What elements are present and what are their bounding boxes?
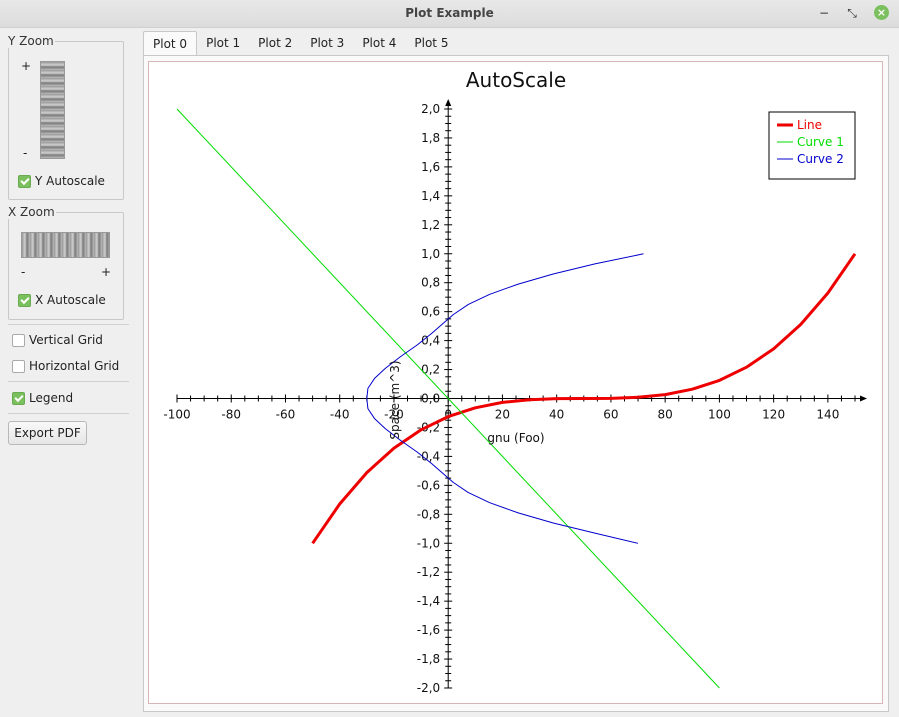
- plot-canvas[interactable]: AutoScale -100 -80 -60 -40 -20 0 20 40 60 80 100 12…: [148, 61, 883, 704]
- horizontal-grid-checkbox[interactable]: Horizontal Grid: [12, 359, 119, 373]
- close-icon[interactable]: ×: [874, 5, 889, 20]
- tab-plot-1[interactable]: Plot 1: [206, 36, 241, 50]
- x-tick-label: 100: [708, 408, 731, 422]
- y-tick-label: 2,0: [421, 102, 440, 116]
- y-zoom-group: [8, 41, 124, 200]
- y-zoom-minus-label: -: [23, 146, 28, 160]
- tab-plot-0[interactable]: Plot 0: [143, 31, 198, 56]
- y-tick-label: -1,8: [417, 652, 440, 666]
- x-zoom-minus-label: -: [21, 265, 26, 279]
- x-tick-label: -100: [163, 408, 190, 422]
- maximize-icon[interactable]: ⤡: [847, 6, 857, 20]
- y-tick-label: 0,4: [421, 334, 440, 348]
- y-zoom-title: Y Zoom: [7, 34, 55, 48]
- y-tick-label: 0,8: [421, 276, 440, 290]
- x-axis-label: gnu (Foo): [487, 431, 544, 445]
- y-axis-label: Space (m^3): [388, 360, 402, 439]
- window-titlebar[interactable]: Plot Example − ⤡ ×: [0, 0, 899, 28]
- legend-entry: Curve 2: [797, 152, 844, 166]
- x-autoscale-label: X Autoscale: [35, 293, 106, 307]
- y-tick-label: -1,0: [417, 536, 440, 550]
- y-zoom-wheel[interactable]: [40, 61, 65, 159]
- legend[interactable]: Line Curve 1 Curve 2: [768, 111, 856, 180]
- x-tick-label: 60: [603, 408, 618, 422]
- series-curve-2: [366, 253, 644, 544]
- vertical-grid-check-icon: [12, 333, 25, 347]
- legend-checkbox[interactable]: Legend: [12, 391, 73, 405]
- y-tick-label: 0,6: [421, 305, 440, 319]
- x-autoscale-check-icon: [18, 293, 31, 307]
- series-curve-1: [176, 108, 720, 689]
- vertical-grid-checkbox[interactable]: Vertical Grid: [12, 333, 103, 347]
- x-autoscale-checkbox[interactable]: X Autoscale: [18, 293, 106, 307]
- x-tick-label: -20: [384, 408, 404, 422]
- x-axis-arrow-icon: [860, 395, 867, 402]
- tab-plot-3[interactable]: Plot 3: [310, 36, 345, 50]
- x-zoom-title: X Zoom: [7, 205, 56, 219]
- y-tick-label: 0,0: [421, 392, 440, 406]
- y-tick-label: -0,6: [417, 478, 440, 492]
- y-tick-label: -1,6: [417, 623, 440, 637]
- series-layer: [176, 108, 857, 689]
- x-zoom-group: [8, 212, 124, 320]
- y-tick-label: -2,0: [417, 681, 440, 695]
- sidebar-divider: [8, 413, 129, 414]
- y-tick-label: -1,4: [417, 594, 440, 608]
- x-zoom-wheel[interactable]: [21, 232, 110, 258]
- y-tick-label: 1,4: [421, 189, 440, 203]
- x-tick-label: -40: [330, 408, 350, 422]
- sidebar-divider: [8, 381, 129, 382]
- x-tick-label: 80: [658, 408, 673, 422]
- legend-entry: Line: [797, 118, 822, 132]
- tab-plot-2[interactable]: Plot 2: [258, 36, 293, 50]
- legend-label: Legend: [29, 391, 74, 405]
- vertical-grid-label: Vertical Grid: [29, 333, 103, 347]
- chart-title: AutoScale: [466, 68, 566, 92]
- x-tick-label: 20: [495, 408, 510, 422]
- plot-tabs: Plot 0 Plot 1 Plot 2 Plot 3 Plot 4 Plot …: [143, 31, 457, 56]
- y-tick-label: 1,8: [421, 131, 440, 145]
- horizontal-grid-label: Horizontal Grid: [29, 359, 120, 373]
- legend-check-icon: [12, 391, 25, 405]
- x-tick-label: 0: [444, 408, 452, 422]
- tab-plot-4[interactable]: Plot 4: [362, 36, 397, 50]
- window-title: Plot Example: [405, 6, 494, 20]
- export-pdf-button[interactable]: Export PDF: [8, 421, 87, 445]
- x-tick-label: 40: [549, 408, 564, 422]
- y-autoscale-label: Y Autoscale: [35, 174, 105, 188]
- x-tick-label: 140: [816, 408, 839, 422]
- y-zoom-plus-label: +: [21, 59, 32, 73]
- x-zoom-plus-label: +: [101, 265, 112, 279]
- y-tick-label: 0,2: [421, 363, 440, 377]
- y-tick-label: -0,8: [417, 507, 440, 521]
- x-tick-label: -60: [276, 408, 296, 422]
- legend-box: [768, 111, 856, 180]
- y-axis-arrow-icon: [445, 99, 452, 106]
- x-tick-label: -80: [221, 408, 241, 422]
- horizontal-grid-check-icon: [12, 359, 25, 373]
- y-autoscale-checkbox[interactable]: Y Autoscale: [18, 174, 105, 188]
- axes: -100 -80 -60 -40 -20 0 20 40 60 80 100 120 140 -2,0 -1…: [163, 99, 867, 695]
- y-tick-label: -0,4: [417, 449, 440, 463]
- y-tick-label: -1,2: [417, 565, 440, 579]
- minimize-icon[interactable]: −: [818, 6, 830, 20]
- sidebar-divider: [8, 324, 129, 325]
- y-tick-label: 1,0: [421, 247, 440, 261]
- tab-plot-5[interactable]: Plot 5: [414, 36, 449, 50]
- y-tick-label: 1,2: [421, 218, 440, 232]
- chart-svg[interactable]: AutoScale -100 -80 -60 -40 -20 0 20 40 60 80 100 12…: [149, 62, 882, 703]
- x-tick-label: 120: [762, 408, 785, 422]
- y-autoscale-check-icon: [18, 174, 31, 188]
- y-tick-label: 1,6: [421, 160, 440, 174]
- legend-entry: Curve 1: [797, 135, 844, 149]
